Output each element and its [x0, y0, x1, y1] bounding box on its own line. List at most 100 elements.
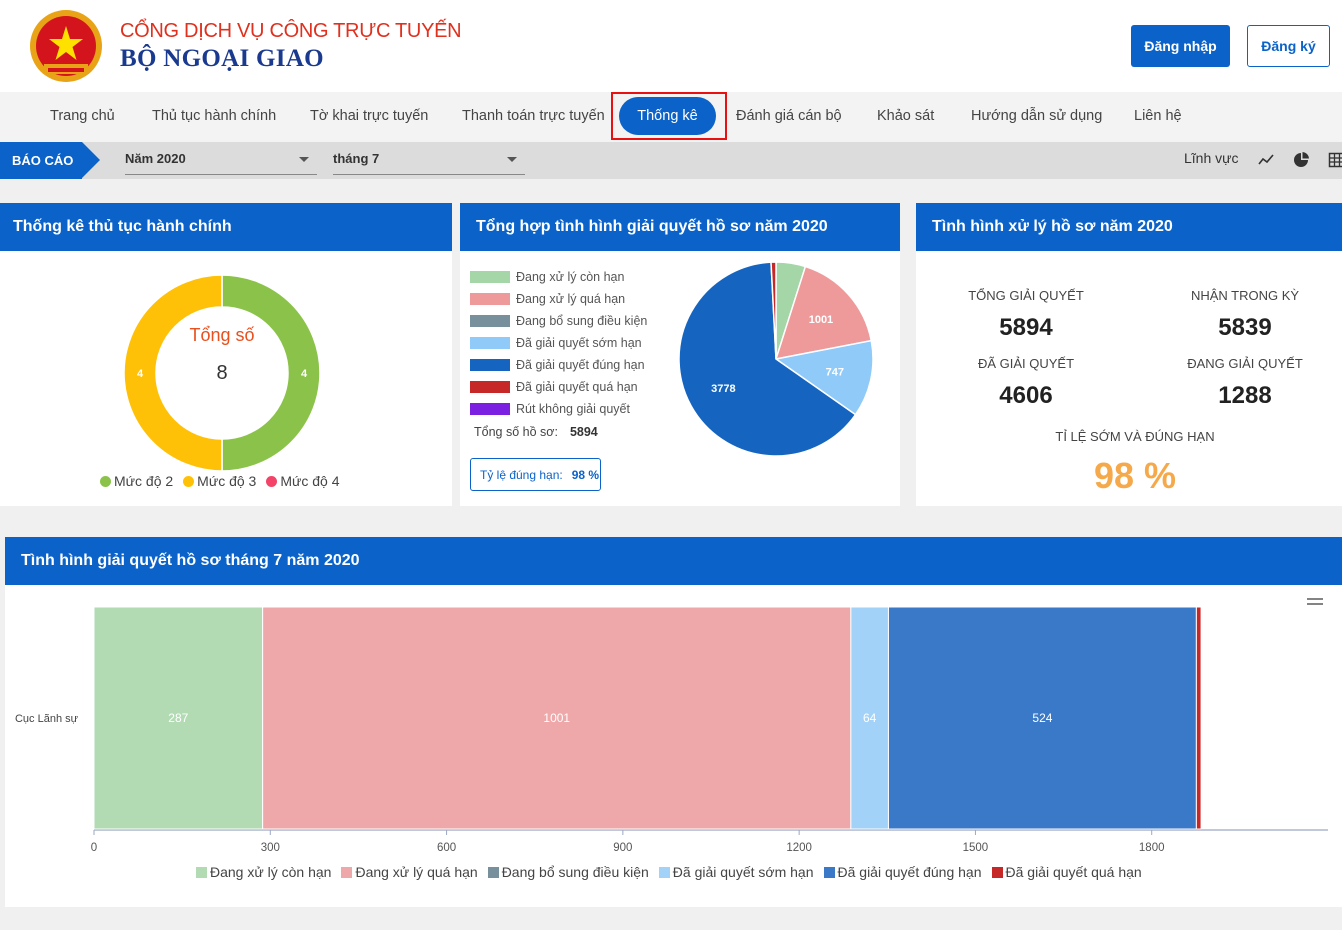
- legend-label: Đã giải quyết sớm hạn: [516, 336, 642, 350]
- legend-label: Đang bổ sung điều kiện: [516, 314, 648, 328]
- legend-label: Mức độ 4: [280, 473, 340, 489]
- legend-item[interactable]: Đã giải quyết đúng hạn: [823, 864, 982, 880]
- legend-item[interactable]: Đang bổ sung điều kiện: [470, 310, 647, 332]
- nav-item-online-forms[interactable]: Tờ khai trực tuyến: [310, 108, 429, 124]
- nav-item-user-guide[interactable]: Hướng dẫn sử dụng: [971, 108, 1103, 124]
- main-nav: Trang chủ Thủ tục hành chính Tờ khai trự…: [0, 92, 1342, 142]
- legend-label: Đã giải quyết quá hạn: [516, 380, 638, 394]
- bar-legend: Đang xử lý còn hạn Đang xử lý quá hạn Đang…: [196, 864, 1142, 880]
- legend-label: Đã giải quyết quá hạn: [1005, 864, 1142, 880]
- nav-item-statistics[interactable]: Thống kê: [619, 97, 716, 135]
- legend-swatch: [487, 866, 499, 878]
- legend-label: Đã giải quyết đúng hạn: [516, 358, 645, 372]
- legend-label: Đang xử lý còn hạn: [210, 864, 332, 880]
- table-icon[interactable]: [1328, 151, 1342, 169]
- panel-title: Tổng hợp tình hình giải quyết hồ sơ năm …: [460, 203, 900, 251]
- legend-item[interactable]: Mức độ 3: [183, 473, 256, 489]
- legend-dot: [100, 475, 111, 487]
- legend-item[interactable]: Đã giải quyết đúng hạn: [470, 354, 647, 376]
- national-emblem-icon[interactable]: [28, 8, 104, 84]
- legend-label: Rút không giải quyết: [516, 402, 630, 416]
- month-select[interactable]: tháng 7: [333, 144, 525, 175]
- legend-label: Đang xử lý quá hạn: [355, 864, 478, 880]
- early-ontime-rate-label: TỈ LỆ SỚM VÀ ĐÚNG HẠN: [1055, 429, 1215, 444]
- legend-item[interactable]: Đang xử lý còn hạn: [196, 864, 331, 880]
- nav-item-procedures[interactable]: Thủ tục hành chính: [152, 108, 277, 124]
- legend-item[interactable]: Đã giải quyết quá hạn: [470, 376, 647, 398]
- rate-value: 98 %: [571, 467, 600, 482]
- legend-dot: [266, 475, 278, 487]
- legend-swatch: [470, 315, 510, 327]
- legend-item[interactable]: Đã giải quyết quá hạn: [991, 864, 1142, 880]
- legend-swatch: [823, 866, 835, 878]
- chevron-down-icon: [507, 157, 517, 162]
- ministry-title: BỘ NGOẠI GIAO: [120, 45, 324, 72]
- legend-item[interactable]: Đang xử lý quá hạn: [470, 288, 647, 310]
- filter-bar: BÁO CÁO Năm 2020 tháng 7 Lĩnh vực: [0, 142, 1342, 179]
- total-value: 5894: [569, 425, 598, 439]
- processing-panel: Tình hình xử lý hồ sơ năm 2020: [916, 203, 1342, 506]
- legend-swatch: [341, 866, 353, 878]
- legend-swatch: [991, 866, 1003, 878]
- legend-swatch: [470, 337, 510, 349]
- received-value: 5839: [1218, 314, 1272, 341]
- donut-legend: Mức độ 2 Mức độ 3 Mức độ 4: [100, 473, 340, 489]
- legend-dot: [183, 475, 195, 487]
- legend-swatch: [658, 866, 670, 878]
- chevron-down-icon: [299, 157, 309, 162]
- nav-item-survey[interactable]: Khảo sát: [877, 108, 935, 124]
- legend-item[interactable]: Đang bổ sung điều kiện: [487, 864, 649, 880]
- legend-item[interactable]: Mức độ 4: [266, 473, 340, 489]
- legend-label: Đang xử lý quá hạn: [516, 292, 626, 306]
- legend-item[interactable]: Đã giải quyết sớm hạn: [658, 864, 814, 880]
- monthly-panel: Tình hình giải quyết hồ sơ tháng 7 năm 2…: [5, 537, 1342, 907]
- report-arrow: [82, 142, 100, 178]
- legend-swatch: [470, 293, 510, 305]
- total-label: Tổng số hồ sơ:: [474, 425, 558, 439]
- legend-item[interactable]: Đang xử lý quá hạn: [341, 864, 478, 880]
- active-tab-highlight: [611, 92, 727, 140]
- legend-item[interactable]: Mức độ 2: [100, 473, 173, 489]
- pie-chart-icon[interactable]: [1292, 151, 1310, 169]
- portal-title: CỔNG DỊCH VỤ CÔNG TRỰC TUYẾN: [120, 20, 462, 42]
- resolved-value: 4606: [999, 382, 1053, 409]
- site-header: CỔNG DỊCH VỤ CÔNG TRỰC TUYẾN BỘ NGOẠI GI…: [0, 0, 1342, 92]
- register-button[interactable]: Đăng ký: [1247, 25, 1330, 67]
- hamburger-menu-icon[interactable]: [1306, 596, 1324, 608]
- report-label: BÁO CÁO: [0, 142, 82, 179]
- received-label: NHẬN TRONG KỲ: [1190, 288, 1300, 303]
- rate-label: Tỷ lệ đúng hạn:: [480, 467, 563, 482]
- donut-center-value: 8: [216, 362, 228, 384]
- legend-label: Đang bổ sung điều kiện: [501, 864, 649, 880]
- legend-item[interactable]: Rút không giải quyết: [470, 398, 647, 420]
- total-resolved-value: 5894: [999, 314, 1053, 341]
- field-filter-label[interactable]: Lĩnh vực: [1184, 150, 1239, 166]
- legend-swatch: [470, 381, 510, 393]
- legend-label: Đã giải quyết đúng hạn: [837, 864, 982, 880]
- nav-item-online-payment[interactable]: Thanh toán trực tuyến: [462, 108, 605, 124]
- legend-swatch: [196, 866, 207, 878]
- panel-title: Tình hình giải quyết hồ sơ tháng 7 năm 2…: [5, 537, 1342, 585]
- login-button[interactable]: Đăng nhập: [1131, 25, 1230, 67]
- year-select[interactable]: Năm 2020: [125, 144, 317, 175]
- procedure-stats-panel: Thống kê thủ tục hành chính: [0, 203, 452, 506]
- nav-item-contact[interactable]: Liên hệ: [1134, 108, 1182, 124]
- legend-item[interactable]: Đang xử lý còn hạn: [470, 266, 647, 288]
- legend-label: Mức độ 2: [114, 473, 174, 489]
- nav-item-staff-rating[interactable]: Đánh giá cán bộ: [736, 108, 842, 124]
- pie-legend: Đang xử lý còn hạn Đang xử lý quá hạn Đa…: [470, 266, 647, 420]
- legend-label: Đã giải quyết sớm hạn: [672, 864, 814, 880]
- year-select-value: Năm 2020: [125, 151, 186, 166]
- panel-title: Tình hình xử lý hồ sơ năm 2020: [916, 203, 1342, 251]
- on-time-rate-box: Tỷ lệ đúng hạn: 98 %: [470, 458, 601, 491]
- legend-swatch: [470, 403, 510, 415]
- legend-label: Đang xử lý còn hạn: [516, 270, 625, 284]
- nav-item-home[interactable]: Trang chủ: [50, 108, 115, 124]
- resolved-label: ĐÃ GIẢI QUYẾT: [977, 356, 1075, 371]
- legend-item[interactable]: Đã giải quyết sớm hạn: [470, 332, 647, 354]
- total-resolved-label: TỔNG GIẢI QUYẾT: [968, 288, 1084, 303]
- early-ontime-rate-value: 98 %: [1093, 455, 1177, 496]
- line-chart-icon[interactable]: [1257, 151, 1275, 169]
- legend-swatch: [470, 359, 510, 371]
- donut-center-title: Tổng số: [189, 325, 255, 345]
